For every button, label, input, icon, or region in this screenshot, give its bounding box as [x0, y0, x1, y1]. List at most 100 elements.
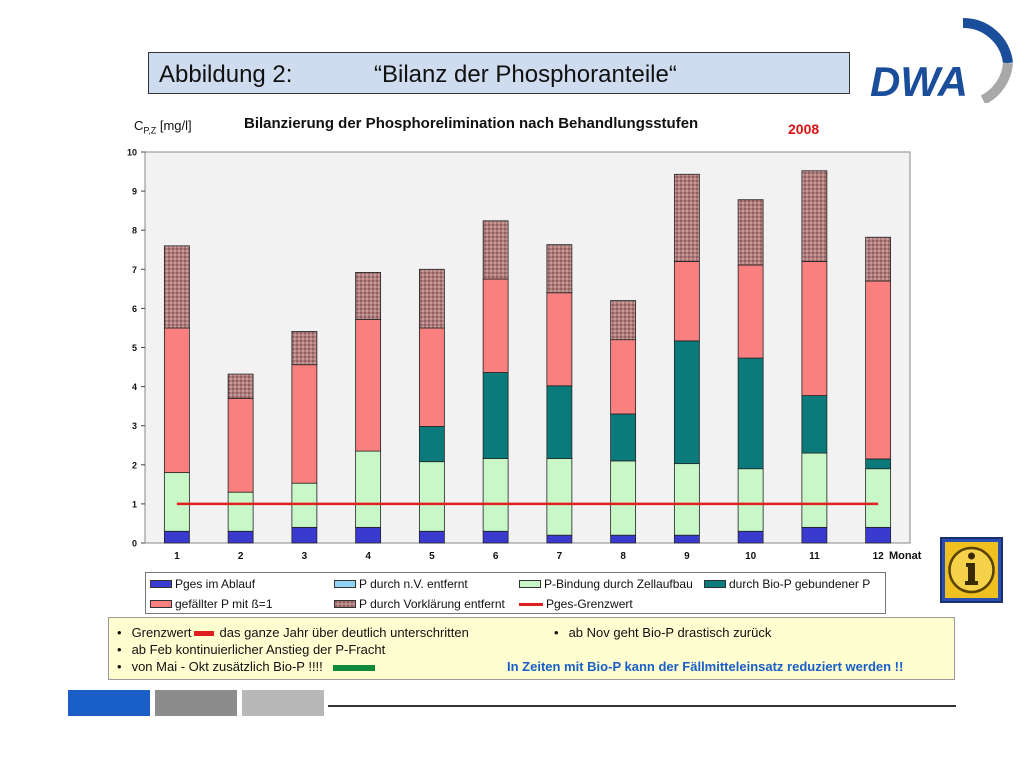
- footer-block-lightgray: [242, 690, 324, 716]
- bar-segment-5-month-2: [227, 397, 254, 493]
- legend-label: durch Bio-P gebundener P: [729, 577, 871, 591]
- bar-segment-4-month-7: [546, 385, 573, 459]
- legend-swatch: [334, 600, 356, 608]
- notes-box: • Grenzwert das ganze Jahr über deutlich u…: [108, 617, 955, 680]
- x-tick-label: 8: [620, 551, 626, 562]
- bar-segment-1-month-11: [801, 526, 828, 544]
- bar-segment-3-month-10: [737, 468, 764, 532]
- legend-swatch: [704, 580, 726, 588]
- x-tick-label: 3: [302, 551, 308, 562]
- x-tick-label: 7: [557, 551, 563, 562]
- bar-segment-5-month-3: [291, 364, 318, 484]
- bar-segment-3-month-8: [610, 460, 637, 536]
- bar-segment-3-month-2: [227, 491, 254, 532]
- bullet: •: [117, 642, 122, 657]
- plot-area: [144, 151, 911, 544]
- bar-segment-1-month-5: [418, 530, 445, 544]
- bar-segment-4-month-11: [801, 395, 828, 454]
- bar-segment-6-month-12: [865, 236, 892, 282]
- bar-segment-5-month-10: [737, 264, 764, 359]
- bar-segment-4-month-5: [418, 426, 445, 463]
- bar-segment-5-month-8: [610, 339, 637, 415]
- figure-label: Abbildung 2:: [159, 61, 293, 88]
- bar-segment-5-month-6: [482, 278, 509, 373]
- legend-item-vorklaerung: P durch Vorklärung entfernt: [334, 597, 505, 611]
- bar-segment-3-month-12: [865, 468, 892, 528]
- bar-segment-5-month-5: [418, 327, 445, 427]
- y-axis-label-symbol: C: [134, 118, 144, 133]
- bar-segment-6-month-1: [163, 245, 190, 329]
- y-tick-label: 0: [132, 539, 137, 549]
- bar-segment-1-month-6: [482, 530, 509, 544]
- note-feb-text: ab Feb kontinuierlicher Anstieg der P-Fr…: [131, 642, 386, 657]
- legend-label: P durch Vorklärung entfernt: [359, 597, 505, 611]
- bar-segment-1-month-4: [355, 526, 382, 544]
- y-tick-label: 8: [132, 226, 137, 236]
- chart-title: Bilanzierung der Phosphorelimination nac…: [244, 115, 699, 132]
- bar-segment-3-month-1: [163, 472, 190, 532]
- bar-segment-6-month-5: [418, 268, 445, 329]
- bar-segment-6-month-6: [482, 220, 509, 280]
- bar-segment-1-month-9: [673, 534, 700, 544]
- x-tick-label: 5: [429, 551, 435, 562]
- bar-segment-1-month-12: [865, 526, 892, 544]
- bar-segment-4-month-9: [673, 340, 700, 465]
- legend-item-gefaellter-p: gefällter P mit ß=1: [150, 597, 273, 611]
- y-tick-label: 9: [132, 187, 137, 197]
- bar-segment-4-month-8: [610, 413, 637, 462]
- x-tick-label: 9: [684, 551, 690, 562]
- footer-block-blue: [68, 690, 150, 716]
- legend-item-bio-p: durch Bio-P gebundener P: [704, 577, 870, 591]
- bar-segment-1-month-2: [227, 530, 254, 544]
- y-tick-label: 10: [127, 148, 137, 158]
- x-tick-label: 12: [873, 551, 885, 562]
- y-tick-label: 6: [132, 304, 137, 314]
- bar-segment-4-month-6: [482, 372, 509, 459]
- bar-segment-5-month-12: [865, 280, 892, 460]
- x-axis-label: Monat: [889, 550, 922, 562]
- bar-segment-6-month-11: [801, 170, 828, 262]
- bullet: •: [117, 659, 122, 674]
- x-tick-label: 4: [365, 551, 371, 562]
- chart-year: 2008: [788, 121, 820, 137]
- x-tick-label: 2: [238, 551, 244, 562]
- bar-segment-4-month-10: [737, 357, 764, 470]
- bar-segment-5-month-7: [546, 292, 573, 387]
- x-tick-label: 11: [809, 551, 820, 562]
- note-grenzwert-label: Grenzwert: [131, 625, 192, 640]
- y-tick-label: 2: [132, 460, 137, 470]
- y-axis-label-subscript: P,Z: [143, 125, 157, 136]
- legend-label: Pges im Ablauf: [175, 577, 256, 591]
- bullet: •: [554, 625, 559, 640]
- red-line-marker: [193, 631, 214, 637]
- y-tick-label: 5: [132, 343, 137, 353]
- bar-segment-6-month-2: [227, 373, 254, 399]
- bar-segment-1-month-10: [737, 530, 764, 544]
- bar-segment-6-month-4: [355, 272, 382, 320]
- info-icon[interactable]: [940, 537, 1003, 603]
- legend-swatch: [150, 580, 172, 588]
- legend-label: gefällter P mit ß=1: [175, 597, 273, 611]
- legend-label: P durch n.V. entfernt: [359, 577, 468, 591]
- note-nov-text: ab Nov geht Bio-P drastisch zurück: [568, 625, 772, 640]
- y-tick-label: 4: [132, 382, 137, 392]
- dwa-logo: DWA: [870, 18, 1013, 103]
- bar-segment-5-month-11: [801, 261, 828, 396]
- logo-text: DWA: [870, 58, 968, 103]
- x-tick-label: 10: [745, 551, 757, 562]
- bar-segment-3-month-4: [355, 450, 382, 528]
- legend-item-grenzwert: Pges-Grenzwert: [519, 597, 633, 611]
- bar-segment-6-month-9: [673, 173, 700, 262]
- slide-title-box: Abbildung 2: “Bilanz der Phosphoranteile…: [148, 52, 850, 94]
- bar-segment-6-month-8: [610, 300, 637, 341]
- bar-segment-3-month-5: [418, 461, 445, 532]
- x-tick-label: 6: [493, 551, 499, 562]
- bar-segment-4-month-12: [865, 458, 892, 470]
- green-line-marker: [332, 664, 375, 671]
- slide-title: “Bilanz der Phosphoranteile“: [374, 61, 677, 88]
- footer-divider: [328, 705, 956, 707]
- bar-segment-1-month-3: [291, 526, 318, 544]
- legend-item-zellaufbau: P-Bindung durch Zellaufbau: [519, 577, 693, 591]
- bar-segment-6-month-10: [737, 199, 764, 266]
- y-tick-label: 7: [132, 265, 137, 275]
